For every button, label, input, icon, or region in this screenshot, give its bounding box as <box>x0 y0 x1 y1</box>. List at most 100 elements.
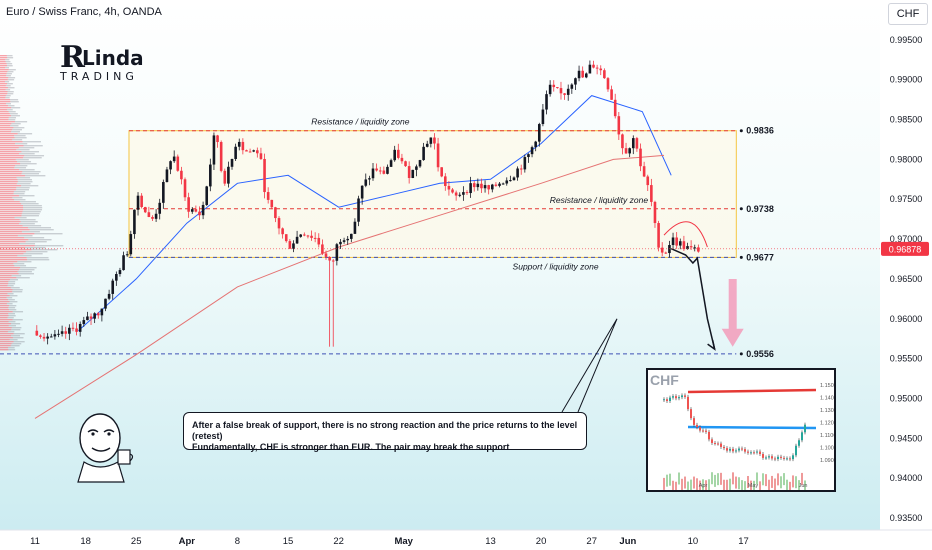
candle-body <box>458 195 461 196</box>
volume-bar <box>0 259 27 260</box>
volume-bar <box>0 335 11 336</box>
volume-bar <box>7 109 13 110</box>
inset-volume-bar <box>735 477 737 489</box>
volume-bar <box>0 213 22 214</box>
inset-volume-bar <box>675 482 677 490</box>
inset-tick-label: 1.1100 <box>820 433 834 439</box>
volume-bar <box>11 123 20 124</box>
volume-bar <box>0 109 7 110</box>
volume-bar <box>22 213 40 214</box>
volume-bar <box>0 255 17 256</box>
volume-bar <box>24 155 44 156</box>
volume-bar <box>19 153 35 154</box>
candle-body <box>72 328 75 329</box>
volume-bar <box>0 95 6 96</box>
inset-candle-body <box>675 396 677 398</box>
price-tick-label: 0.98500 <box>890 115 923 125</box>
time-tick-label: 22 <box>333 536 344 547</box>
level-label: 0.9556 <box>746 349 774 359</box>
candle-body <box>581 71 584 78</box>
candle-body <box>245 150 248 151</box>
volume-bar <box>0 59 5 60</box>
volume-bar <box>5 97 9 98</box>
volume-bar <box>23 209 42 210</box>
volume-bar <box>0 55 7 56</box>
volume-bar <box>13 263 24 264</box>
volume-bar <box>23 225 41 226</box>
volume-bar <box>7 303 13 304</box>
inset-volume-bar <box>693 477 695 489</box>
candle-body <box>498 184 501 186</box>
volume-bar <box>0 221 21 222</box>
volume-bar <box>19 147 34 148</box>
inset-volume-bar <box>717 473 719 485</box>
candle-body <box>83 320 86 324</box>
price-tick-label: 0.99500 <box>890 35 923 45</box>
volume-bar <box>19 273 34 274</box>
volume-bar <box>0 311 13 312</box>
volume-bar <box>14 135 26 136</box>
volume-bar <box>20 219 36 220</box>
volume-bar <box>19 195 35 196</box>
candle-body <box>693 247 696 248</box>
volume-bar <box>0 343 12 344</box>
volume-bar <box>0 63 7 64</box>
volume-bar <box>0 177 17 178</box>
volume-bar <box>0 275 12 276</box>
volume-bar <box>0 79 8 80</box>
volume-bar <box>0 307 8 308</box>
candle-body <box>202 205 205 215</box>
candle-body <box>636 138 639 149</box>
candle-body <box>473 183 476 187</box>
candle-body <box>632 138 635 148</box>
volume-bar <box>18 181 33 182</box>
candle-body <box>437 143 440 167</box>
inset-candle-body <box>702 431 704 432</box>
volume-bar <box>11 335 20 336</box>
volume-bar <box>0 197 12 198</box>
level-label: 0.9738 <box>746 204 774 214</box>
inset-volume-bar <box>729 479 731 490</box>
volume-bar <box>24 237 44 238</box>
candle-body <box>86 316 89 320</box>
candle-body <box>39 335 42 336</box>
currency-button[interactable]: CHF <box>888 3 928 25</box>
volume-bar <box>0 337 13 338</box>
volume-bar <box>0 81 5 82</box>
volume-bar <box>6 85 11 86</box>
candle-body <box>480 184 483 189</box>
candle-body <box>383 171 386 174</box>
volume-bar <box>0 161 17 162</box>
volume-bar <box>14 341 25 342</box>
candle-body <box>310 236 313 238</box>
time-tick-label: May <box>394 536 413 547</box>
candle-body <box>216 135 219 142</box>
candle-body <box>368 178 371 179</box>
volume-bar <box>9 305 16 306</box>
volume-bar <box>0 179 18 180</box>
candle-body <box>173 157 176 162</box>
candle-body <box>260 153 263 159</box>
time-tick-label: 11 <box>30 536 40 547</box>
inset-tick-label: 1.1200 <box>820 421 834 427</box>
candle-body <box>567 89 570 95</box>
candle-body <box>256 150 259 153</box>
candle-body <box>328 257 331 261</box>
volume-bar <box>0 115 11 116</box>
candle-body <box>238 142 241 147</box>
inset-candle-body <box>759 452 761 454</box>
candle-body <box>419 160 422 166</box>
volume-bar <box>0 229 30 230</box>
volume-bar <box>0 201 20 202</box>
volume-bar <box>14 265 26 266</box>
volume-bar <box>0 293 7 294</box>
projection-arrowhead <box>708 340 715 349</box>
volume-bar <box>0 227 28 228</box>
candle-body <box>697 247 700 251</box>
inset-volume-bar <box>711 472 713 484</box>
candle-body <box>516 169 519 178</box>
candle-body <box>129 234 132 254</box>
inset-candle-body <box>663 399 665 400</box>
candle-body <box>411 170 414 178</box>
volume-bar <box>0 301 10 302</box>
